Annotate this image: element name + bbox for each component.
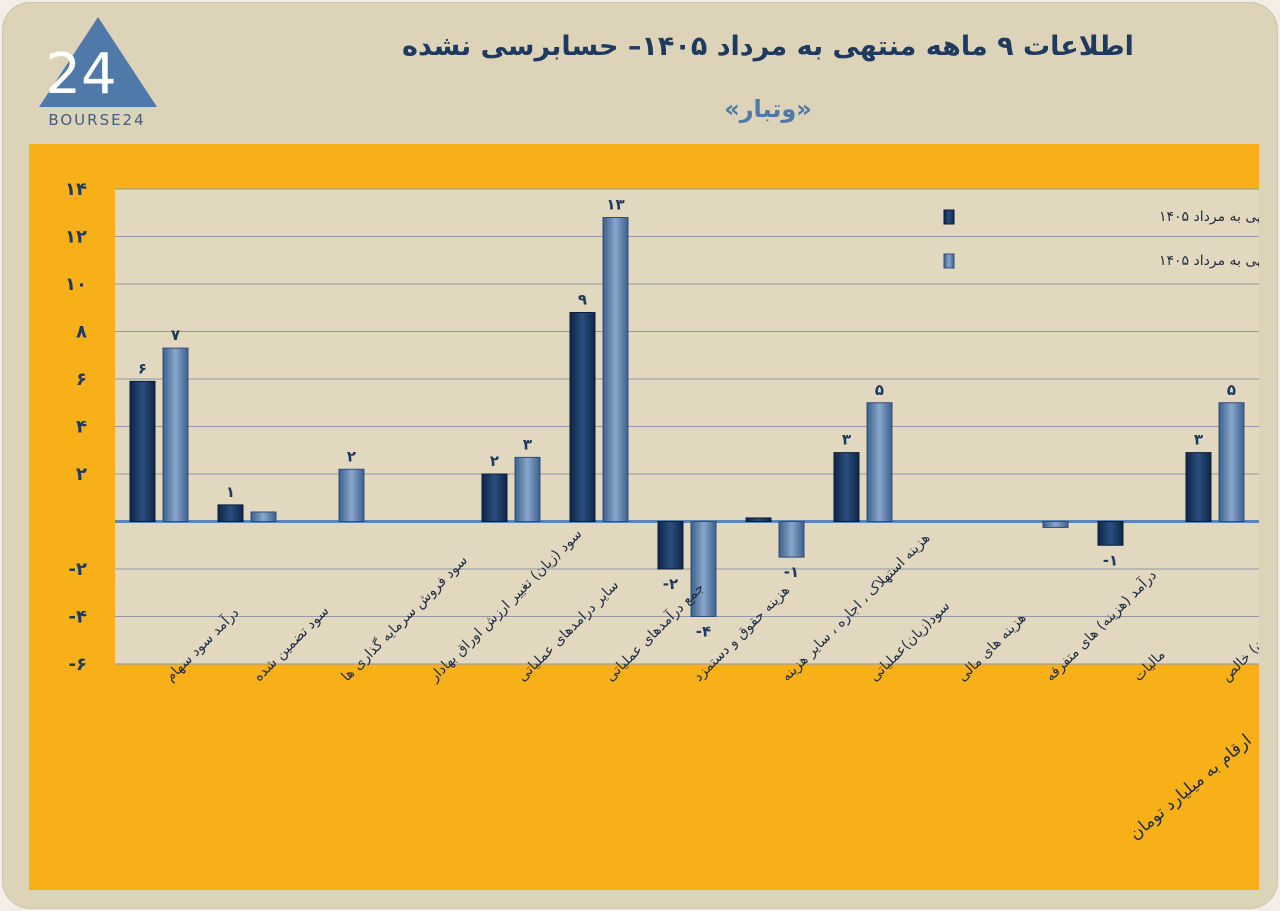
legend-label-series1: عملکرد منتهی به مرداد ۱۴۰۵ (1159, 209, 1259, 225)
data-label-series1-1: ۱ (226, 483, 235, 501)
y-tick-label: ۲ (76, 464, 87, 485)
logo-number: 24 (45, 42, 116, 107)
y-tick-label: ۱۲ (65, 227, 87, 248)
data-label-series1-6: -۲ (663, 575, 678, 593)
legend-label-series2: عملکرد منتهی به مرداد ۱۴۰۵ (1159, 253, 1259, 269)
data-label-series2-12: ۵ (1227, 381, 1236, 399)
y-tick-label: ۸ (76, 322, 87, 343)
bar-series1-7 (745, 517, 772, 522)
y-tick-label: ۱۰ (65, 274, 87, 295)
bar-series1-8 (833, 452, 860, 522)
chart-title: اطلاعات ۹ ماهه منتهی به مرداد ۱۴۰۵– حساب… (402, 31, 1134, 62)
chart-panel: ۱۴ ۱۲ ۱۰ ۸ ۶ ۴ ۲ -۲ -۴ -۶ ۶ ۷ درآمد سود سهام ۱ سود تض… (29, 144, 1259, 890)
data-label-series1-8: ۳ (842, 431, 851, 449)
bar-series2-1 (250, 511, 277, 522)
bar-series2-12 (1218, 402, 1245, 522)
y-tick-label: ۶ (76, 369, 87, 390)
legend-swatch-series1 (943, 209, 955, 225)
y-tick-label: -۴ (69, 607, 87, 628)
data-label-series1-0: ۶ (138, 359, 147, 377)
data-label-series2-4: ۳ (523, 435, 532, 453)
bar-series2-2 (338, 468, 365, 522)
bar-series1-5 (569, 312, 596, 522)
bar-series2-4 (514, 456, 541, 522)
bar-series2-7 (778, 521, 805, 558)
data-label-series1-4: ۲ (490, 452, 499, 470)
data-label-series2-5: ۱۳ (606, 196, 624, 214)
y-tick-label: ۱۴ (65, 179, 87, 200)
bar-series1-0 (129, 380, 156, 522)
bar-series1-4 (481, 473, 508, 522)
data-label-series2-7: -۱ (784, 563, 799, 581)
data-label-series2-2: ۲ (347, 447, 356, 465)
bar-series2-5 (602, 217, 629, 522)
y-tick-label: -۶ (69, 654, 87, 675)
bar-series2-0 (162, 347, 189, 522)
y-tick-label: -۲ (69, 559, 87, 580)
data-label-series2-0: ۷ (171, 326, 180, 344)
data-label-series1-11: -۱ (1103, 551, 1118, 569)
logo-text: BOURSE24 (48, 111, 146, 129)
bar-series2-8 (866, 402, 893, 522)
data-label-series1-12: ۳ (1194, 431, 1203, 449)
y-tick-label: ۴ (76, 417, 87, 438)
bar-series1-11 (1097, 521, 1124, 546)
legend-swatch-series2 (943, 253, 955, 269)
data-label-series1-5: ۹ (578, 291, 587, 309)
bar-series2-10 (1042, 521, 1069, 528)
data-label-series2-8: ۵ (875, 381, 884, 399)
chart-subtitle: «وتبار» (724, 95, 812, 123)
bourse24-logo-icon: 24 (39, 17, 157, 107)
bar-series2-6 (690, 521, 717, 617)
data-label-series2-6: -۴ (696, 623, 711, 641)
bar-series1-1 (217, 504, 244, 522)
bar-series1-6 (657, 521, 684, 570)
bar-series1-12 (1185, 452, 1212, 522)
